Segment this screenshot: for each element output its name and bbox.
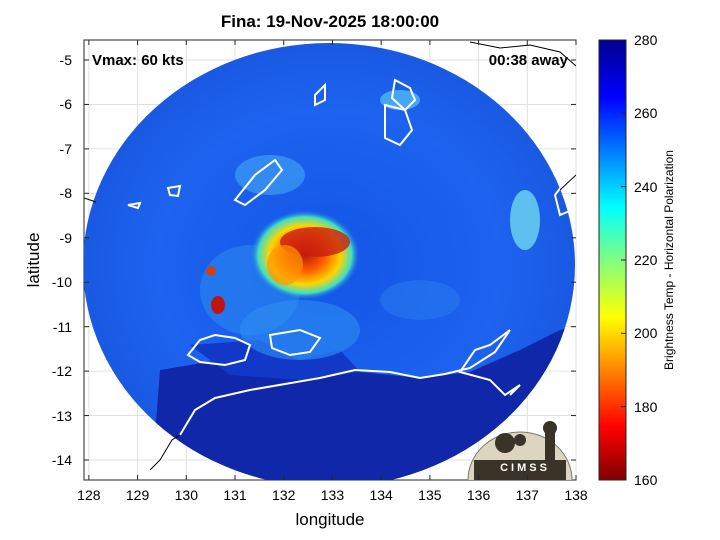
logo-text: CIMSS xyxy=(500,462,550,474)
time-away-label: 00:38 away xyxy=(488,52,568,69)
outer-coastlines xyxy=(84,41,576,471)
y-tick-label: -10 xyxy=(51,274,72,291)
cimss-logo xyxy=(467,421,573,480)
x-tick-label: 135 xyxy=(418,487,442,503)
x-tick-label: 136 xyxy=(466,487,491,503)
colorbar-tick-label: 160 xyxy=(634,472,658,488)
x-tick-label: 137 xyxy=(515,487,539,503)
x-tick-label: 131 xyxy=(223,487,247,503)
y-tick-label: -9 xyxy=(59,229,72,246)
x-tick-label: 129 xyxy=(125,487,150,503)
x-tick-label: 130 xyxy=(174,487,198,503)
swath xyxy=(84,41,576,480)
y-tick-label: -14 xyxy=(51,452,72,468)
x-tick-label: 134 xyxy=(369,487,393,503)
colorbar-tick-label: 280 xyxy=(634,32,658,48)
colorbar-tick-label: 200 xyxy=(634,325,658,342)
vmax-label: Vmax: 60 kts xyxy=(92,52,184,69)
colorbar-tick-label: 240 xyxy=(634,178,658,195)
y-tick-label: -11 xyxy=(52,318,72,335)
y-tick-label: -7 xyxy=(59,140,72,157)
x-tick-label: 128 xyxy=(77,487,101,503)
x-tick-label: 133 xyxy=(320,487,345,503)
y-tick-label: -6 xyxy=(59,96,72,113)
chart-title: Fina: 19-Nov-2025 18:00:00 xyxy=(220,12,440,31)
x-axis-label: longitude xyxy=(295,510,365,529)
y-tick-label: -12 xyxy=(51,363,72,380)
colorbar-tick-label: 180 xyxy=(634,398,658,415)
y-tick-label: -13 xyxy=(51,407,72,424)
y-tick-label: -5 xyxy=(59,52,72,68)
x-tick-label: 132 xyxy=(272,487,296,503)
y-axis-label: latitude xyxy=(24,232,43,288)
coastlines xyxy=(127,78,574,436)
x-tick-label: 138 xyxy=(564,487,588,503)
y-tick-label: -8 xyxy=(59,185,72,202)
colorbar-label: Brightness Temp - Horizontal Polarizatio… xyxy=(662,150,676,370)
colorbar-tick-label: 260 xyxy=(634,105,658,122)
colorbar-tick-label: 220 xyxy=(634,252,658,268)
